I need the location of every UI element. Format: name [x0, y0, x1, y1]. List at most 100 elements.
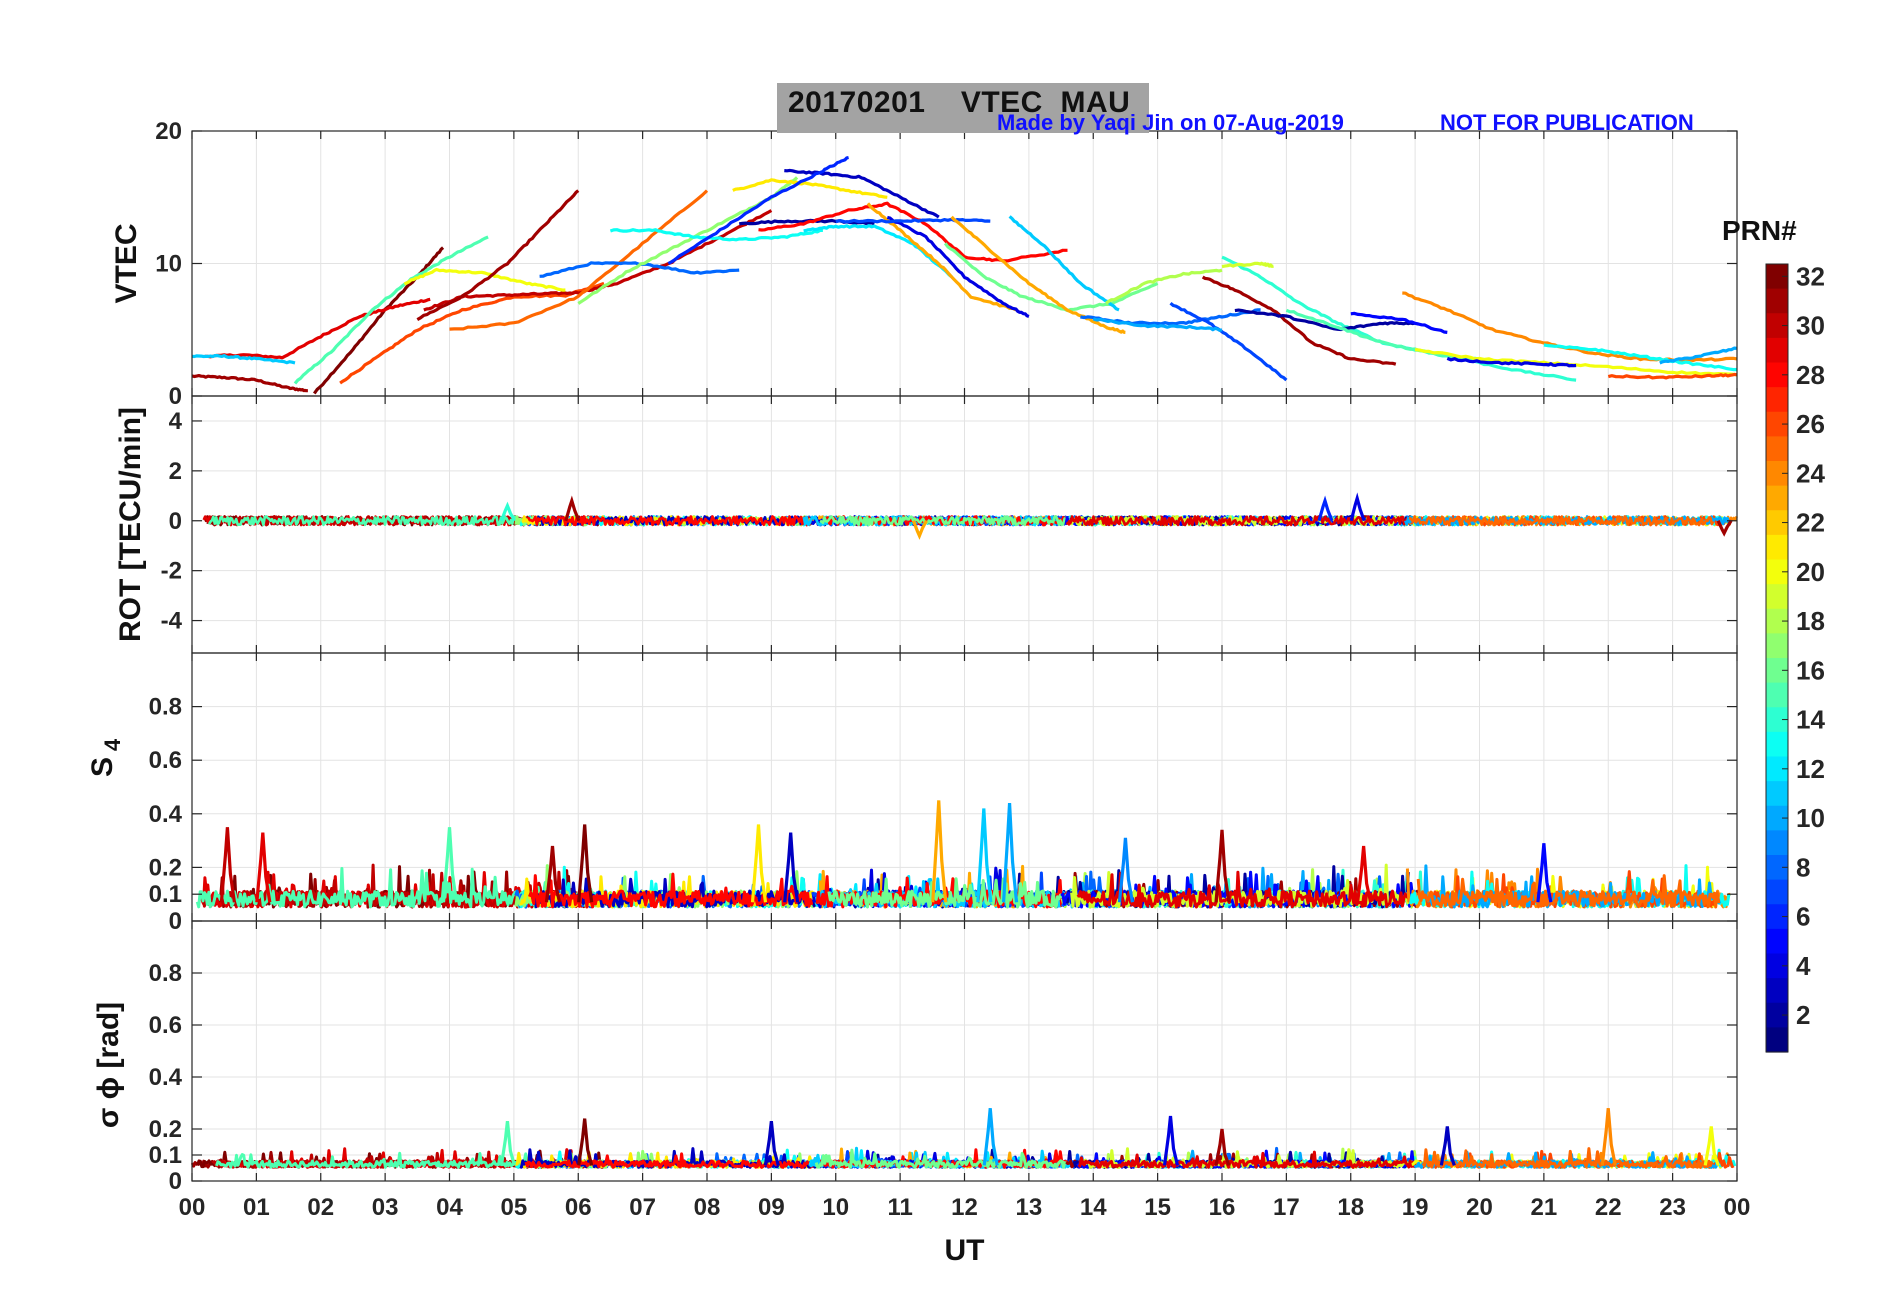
y-axis-label: σ ϕ [rad]: [92, 1002, 125, 1128]
vtec-series-line: [609, 228, 823, 242]
y-tick-label: -2: [161, 558, 182, 585]
s4-spike: [1356, 845, 1373, 903]
sigma-spike: [1600, 1108, 1617, 1166]
s4-spike: [783, 832, 800, 903]
colorbar-tick-label: 12: [1796, 754, 1825, 784]
vtec-series-line: [1659, 346, 1738, 365]
vtec-series-line: [1607, 372, 1738, 380]
x-tick-label: 01: [243, 1194, 270, 1221]
vtec-series-line: [293, 235, 489, 385]
colorbar-segment: [1766, 928, 1788, 955]
y-tick-label: 0: [169, 1168, 182, 1195]
colorbar-segment: [1766, 510, 1788, 536]
s4-trace: [1076, 870, 1423, 909]
colorbar-segment: [1766, 904, 1788, 930]
colorbar-segment: [1766, 830, 1788, 856]
colorbar-segment: [1766, 485, 1788, 511]
x-tick-label: 08: [694, 1194, 721, 1221]
vtec-series-line: [204, 297, 431, 360]
vtec-series-line: [339, 281, 605, 385]
s4-spike: [931, 800, 948, 903]
s4-spike: [1117, 837, 1135, 903]
s4-spike: [976, 808, 993, 903]
s4-spike: [219, 827, 236, 903]
sigma-spike: [982, 1108, 999, 1166]
y-tick-label: 0: [169, 508, 182, 535]
y-axis-label-subscript: 4: [100, 738, 125, 751]
y-tick-label: 0: [169, 383, 182, 410]
s4-trace: [1416, 874, 1721, 909]
sigma-spike: [577, 1118, 594, 1166]
rot-spike: [1716, 519, 1733, 537]
colorbar-tick-label: 18: [1796, 606, 1825, 636]
vtec-series-line: [835, 217, 991, 224]
x-axis-label: UT: [945, 1234, 985, 1267]
x-tick-label: 12: [951, 1194, 978, 1221]
vtec-series-line: [1285, 308, 1513, 365]
rot-spike: [1317, 495, 1334, 522]
colorbar-segment: [1766, 608, 1788, 634]
y-tick-label: 0.1: [149, 1142, 182, 1169]
vtec-series-line: [1446, 356, 1577, 368]
colorbar-segment: [1766, 707, 1788, 733]
y-tick-label: 0.4: [149, 1064, 183, 1091]
colorbar-segment: [1766, 534, 1788, 561]
colorbar-label: PRN#: [1722, 215, 1797, 246]
colorbar-tick-label: 32: [1796, 261, 1825, 291]
vtec-series-line: [1221, 261, 1275, 269]
colorbar-segment: [1766, 559, 1788, 585]
colorbar-segment: [1766, 658, 1788, 684]
y-tick-label: 10: [155, 251, 182, 278]
colorbar-tick-label: 4: [1796, 951, 1811, 981]
s4-spike: [255, 832, 272, 903]
sigma-trace: [1421, 1147, 1714, 1169]
vtec-series-line: [403, 267, 566, 292]
vtec-series-line: [803, 224, 953, 279]
title-box: [777, 83, 1149, 133]
sigma-spike: [1214, 1128, 1231, 1166]
rot-trace: [527, 515, 812, 527]
x-tick-label: 20: [1466, 1194, 1493, 1221]
colorbar-segment: [1766, 879, 1788, 905]
vtec-series-line: [191, 374, 309, 393]
rot-spike: [1349, 492, 1366, 522]
vtec-series-line: [1008, 215, 1120, 312]
colorbar-segment: [1766, 313, 1788, 339]
vtec-series-line: [1350, 311, 1448, 334]
colorbar-tick-label: 26: [1796, 409, 1825, 439]
x-tick-label: 04: [436, 1194, 463, 1221]
x-tick-label: 06: [565, 1194, 592, 1221]
vtec-series-line: [1234, 308, 1416, 332]
rot-trace: [1065, 515, 1426, 527]
colorbar-segment: [1766, 1027, 1788, 1053]
panel-vtec: 0 10 20 VTEC: [110, 118, 1738, 410]
vtec-series-line: [416, 189, 580, 321]
x-tick-label: 23: [1659, 1194, 1686, 1221]
colorbar-tick-label: 2: [1796, 1000, 1810, 1030]
sigma-trace: [524, 1152, 824, 1169]
sigma-trace: [814, 1148, 1067, 1169]
author-annotation: Made by Yaqi Jin on 07-Aug-2019: [997, 110, 1344, 135]
sigma-spike: [499, 1121, 516, 1166]
x-tick-label: 00: [1724, 1194, 1751, 1221]
panel-sigma: 00.10.2 0.4 0.6 0.8 σ ϕ [rad] 00 01 02 03 04 05 06 0…: [92, 920, 1751, 1267]
s4-trace: [195, 867, 609, 909]
s4-spike: [1214, 829, 1231, 903]
vtec-series-line: [1105, 268, 1223, 305]
x-tick-label: 22: [1595, 1194, 1622, 1221]
colorbar-segment: [1766, 855, 1788, 881]
colorbar-tick-label: 22: [1796, 508, 1825, 538]
rot-spike: [564, 495, 581, 522]
x-tick-label: 02: [307, 1194, 334, 1221]
y-axis-label: S: [86, 757, 119, 777]
rot-trace: [819, 515, 1068, 527]
chart-title: 20170201 VTEC MAU: [788, 86, 1131, 119]
y-tick-label: 20: [155, 118, 182, 145]
x-tick-label: 19: [1402, 1194, 1429, 1221]
vtec-series-line: [1414, 348, 1738, 377]
vtec-series-line: [1402, 291, 1738, 363]
sigma-spike: [1162, 1115, 1180, 1166]
y-tick-label: -4: [161, 608, 183, 635]
colorbar-segment: [1766, 953, 1788, 979]
s4-spike: [544, 845, 562, 903]
